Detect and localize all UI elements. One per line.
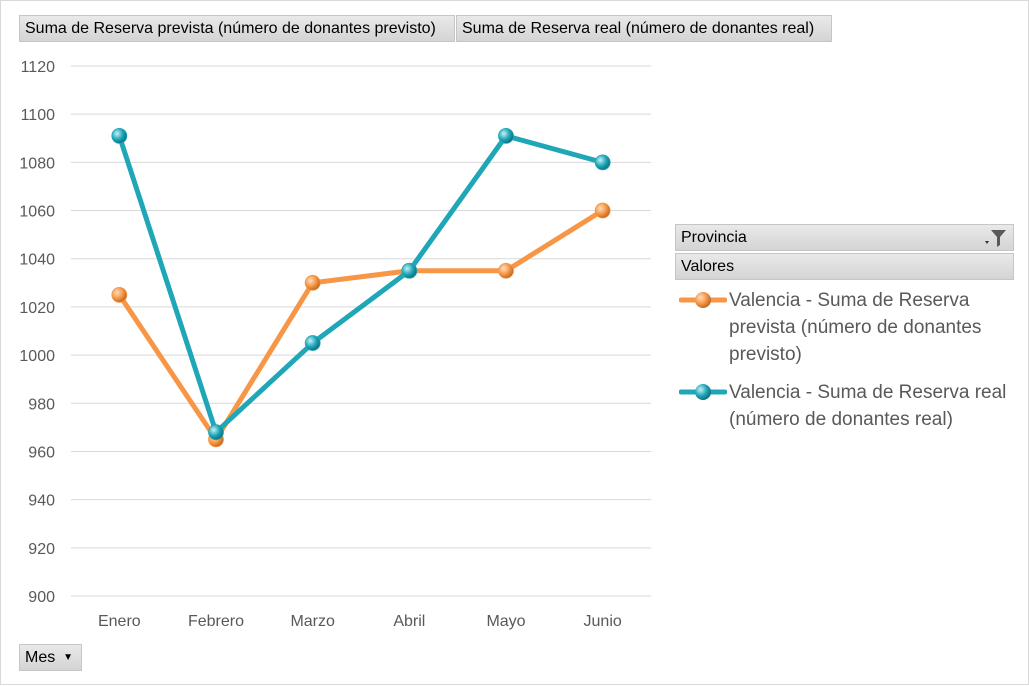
x-tick-label: Mayo [486, 613, 525, 630]
x-tick-label: Enero [98, 613, 141, 630]
data-point-series-0[interactable] [111, 286, 128, 303]
data-point-series-0[interactable] [304, 274, 321, 291]
axis-field-button-mes[interactable]: Mes ▼ [19, 644, 82, 671]
y-tick-label: 1060 [19, 204, 55, 221]
y-tick-label: 920 [28, 541, 55, 558]
data-point-series-1[interactable] [498, 127, 514, 144]
axis-field-label: Mes [25, 649, 56, 666]
data-point-series-1[interactable] [111, 127, 128, 144]
y-tick-label: 1120 [21, 59, 56, 76]
series-lines [111, 127, 611, 448]
y-tick-label: 1020 [19, 300, 55, 317]
data-point-series-1[interactable] [594, 154, 611, 171]
legend-label-real: Valencia - Suma de Reserva real (número … [729, 382, 1007, 430]
legend-entry-real[interactable]: Valencia - Suma de Reserva real (número … [679, 379, 1024, 435]
y-tick-label: 960 [28, 444, 55, 461]
gridlines [71, 65, 651, 597]
y-tick-label: 1080 [19, 155, 55, 172]
y-axis: 900 920 940 960 980 1000 1020 1040 1060 1080 1100 1… [19, 59, 55, 606]
series-line-1 [116, 133, 606, 435]
value-field-label-prevista: Suma de Reserva prevista (número de dona… [25, 20, 436, 37]
data-point-series-1[interactable] [208, 424, 224, 441]
y-tick-label: 1000 [19, 348, 55, 365]
x-tick-label: Febrero [188, 613, 244, 630]
legend-label-prevista: Valencia - Suma de Reserva prevista (núm… [729, 290, 982, 365]
legend-field-button-provincia[interactable]: Provincia [675, 224, 1014, 251]
x-tick-label: Marzo [290, 613, 335, 630]
legend-entry-prevista[interactable]: Valencia - Suma de Reserva prevista (núm… [679, 287, 1024, 369]
value-field-button-prevista[interactable]: Suma de Reserva prevista (número de dona… [19, 15, 455, 42]
x-axis: Enero Febrero Marzo Abril Mayo Junio [98, 613, 622, 630]
value-field-label-real: Suma de Reserva real (número de donantes… [462, 20, 815, 37]
data-point-series-1[interactable] [401, 262, 418, 279]
y-tick-label: 1040 [19, 252, 55, 269]
data-point-series-1[interactable] [304, 335, 321, 351]
x-tick-label: Abril [393, 613, 425, 630]
legend-marker-teal [679, 384, 727, 400]
legend-marker-orange [679, 292, 727, 308]
legend-values-header: Valores [675, 253, 1014, 280]
data-point-series-0[interactable] [498, 262, 514, 279]
y-tick-label: 940 [28, 493, 55, 510]
series-line-0 [116, 208, 606, 442]
y-tick-label: 980 [28, 396, 55, 413]
value-field-button-real[interactable]: Suma de Reserva real (número de donantes… [456, 15, 832, 42]
y-tick-label: 900 [28, 589, 55, 606]
y-tick-label: 1100 [21, 107, 56, 124]
dropdown-arrow-icon[interactable]: ▼ [63, 652, 73, 663]
x-tick-label: Junio [584, 613, 622, 630]
funnel-filter-icon[interactable] [983, 228, 1007, 257]
data-point-series-0[interactable] [594, 202, 611, 219]
legend-values-label: Valores [681, 258, 735, 275]
legend-field-label: Provincia [681, 229, 747, 246]
